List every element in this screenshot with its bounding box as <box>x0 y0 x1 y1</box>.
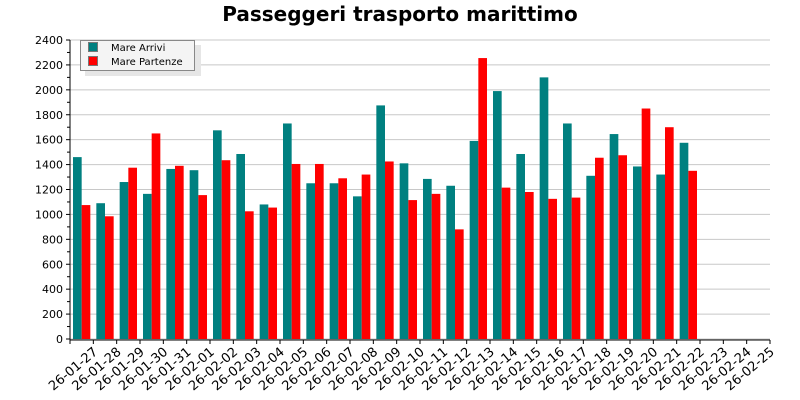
bar-arrivi <box>399 163 409 339</box>
y-tick-label: 400 <box>42 283 63 296</box>
bar-arrivi <box>283 123 292 340</box>
legend-label: Mare Partenze <box>111 57 183 68</box>
bar-arrivi <box>609 134 619 339</box>
bar-partenze <box>501 187 511 339</box>
bar-arrivi <box>563 123 572 340</box>
y-tick-label: 2000 <box>35 84 63 97</box>
bar-partenze <box>595 157 604 339</box>
bar-arrivi <box>143 193 152 339</box>
y-tick-label: 2400 <box>35 34 63 47</box>
bar-arrivi <box>656 174 665 339</box>
bar-partenze <box>198 195 207 339</box>
bar-arrivi <box>353 196 362 339</box>
bar-partenze <box>338 178 347 339</box>
y-tick-label: 600 <box>42 258 63 271</box>
bar-arrivi <box>539 77 549 339</box>
bar-partenze <box>315 163 324 339</box>
bar-partenze <box>618 155 627 339</box>
bar-partenze <box>665 127 674 339</box>
bar-partenze <box>105 216 114 339</box>
legend: Mare Arrivi Mare Partenze <box>80 40 195 71</box>
y-tick-label: 1600 <box>35 134 63 147</box>
bar-partenze <box>525 191 534 339</box>
bar-arrivi <box>516 153 525 339</box>
bar-arrivi <box>586 175 595 339</box>
y-tick-label: 1200 <box>35 184 63 197</box>
y-tick-label: 1000 <box>35 208 63 221</box>
bar-partenze <box>455 229 464 339</box>
bar-arrivi <box>73 157 82 339</box>
bar-partenze <box>268 207 277 339</box>
bar-arrivi <box>469 140 479 339</box>
bar-partenze <box>291 163 301 339</box>
bar-arrivi <box>119 182 129 339</box>
legend-box <box>80 40 195 71</box>
bar-partenze <box>221 160 231 339</box>
bar-arrivi <box>493 91 502 340</box>
bar-arrivi <box>259 204 269 339</box>
bar-arrivi <box>633 166 642 339</box>
bar-partenze <box>385 161 394 339</box>
bar-arrivi <box>306 183 315 339</box>
bar-arrivi <box>423 178 432 339</box>
bar-partenze <box>431 193 441 339</box>
bar-arrivi <box>329 183 339 339</box>
y-tick-label: 1400 <box>35 159 63 172</box>
y-tick-label: 200 <box>42 308 63 321</box>
bar-partenze <box>548 198 557 339</box>
chart-title: Passeggeri trasporto marittimo <box>222 2 578 26</box>
legend-swatch <box>88 42 98 52</box>
bar-partenze <box>245 211 254 339</box>
bar-partenze <box>641 108 651 339</box>
bar-arrivi <box>446 185 455 339</box>
bar-partenze <box>151 133 161 339</box>
bar-partenze <box>688 170 697 339</box>
bar-partenze <box>128 167 137 339</box>
bar-partenze <box>478 58 487 340</box>
bar-arrivi <box>679 142 689 339</box>
bar-partenze <box>361 174 371 339</box>
bar-arrivi <box>213 130 222 339</box>
y-tick-label: 2200 <box>35 59 63 72</box>
bar-arrivi <box>189 170 199 339</box>
bar-arrivi <box>96 203 105 339</box>
y-tick-label: 800 <box>42 233 63 246</box>
bar-partenze <box>81 205 91 339</box>
bar-arrivi <box>236 153 245 339</box>
bar-partenze <box>408 200 417 339</box>
bar-arrivi <box>166 168 175 339</box>
legend-swatch <box>88 56 98 66</box>
legend-label: Mare Arrivi <box>111 43 165 54</box>
bar-arrivi <box>376 105 385 339</box>
y-tick-label: 1800 <box>35 109 63 122</box>
bar-partenze <box>571 197 581 339</box>
bar-partenze <box>175 165 184 339</box>
y-tick-label: 0 <box>56 333 63 346</box>
